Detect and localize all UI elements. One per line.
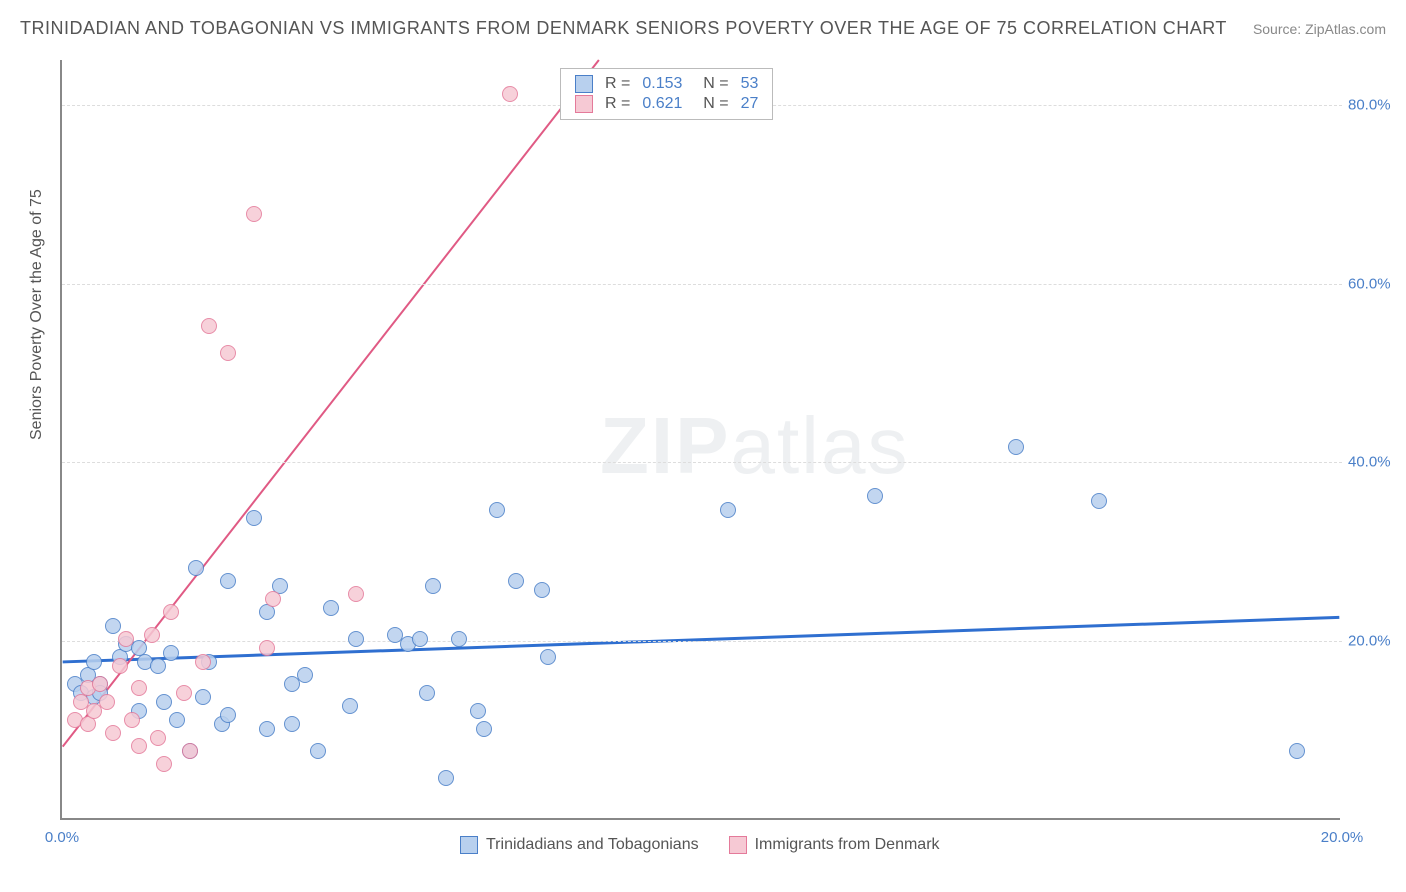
y-tick-label: 60.0% [1348,275,1406,292]
data-point [176,685,192,701]
legend-swatch [729,836,747,854]
data-point [259,640,275,656]
trend-line [63,617,1340,662]
data-point [201,318,217,334]
gridline [62,284,1342,285]
data-point [220,573,236,589]
data-point [867,488,883,504]
data-point [163,604,179,620]
data-point [156,694,172,710]
data-point [105,725,121,741]
data-point [489,502,505,518]
y-tick-label: 80.0% [1348,96,1406,113]
legend-swatch [575,95,593,113]
x-tick-label: 0.0% [45,829,79,846]
data-point [131,680,147,696]
data-point [220,707,236,723]
data-point [348,631,364,647]
chart-title: TRINIDADIAN AND TOBAGONIAN VS IMMIGRANTS… [20,18,1227,39]
stat-n-label: N = [694,75,728,93]
y-tick-label: 40.0% [1348,454,1406,471]
stat-n-label: N = [694,95,728,113]
data-point [182,743,198,759]
chart-area: ZIPatlas 20.0%40.0%60.0%80.0%0.0%20.0% R… [60,60,1340,820]
legend-label: Immigrants from Denmark [755,836,940,854]
trend-lines [62,60,1340,818]
data-point [246,510,262,526]
data-point [195,654,211,670]
y-axis-label: Seniors Poverty Over the Age of 75 [28,189,46,440]
data-point [150,658,166,674]
stat-r-value: 0.621 [642,95,682,113]
legend-swatch [460,836,478,854]
data-point [92,676,108,692]
data-point [1008,439,1024,455]
correlation-stats-box: R = 0.153 N = 53R = 0.621 N = 27 [560,68,773,120]
data-point [540,649,556,665]
data-point [425,578,441,594]
data-point [720,502,736,518]
data-point [105,618,121,634]
data-point [297,667,313,683]
data-point [220,345,236,361]
x-tick-label: 20.0% [1321,829,1364,846]
legend-swatch [575,75,593,93]
data-point [508,573,524,589]
data-point [124,712,140,728]
data-point [188,560,204,576]
gridline [62,462,1342,463]
stat-r-label: R = [605,75,630,93]
data-point [1091,493,1107,509]
stat-n-value: 27 [741,95,759,113]
data-point [534,582,550,598]
data-point [323,600,339,616]
data-point [112,658,128,674]
data-point [342,698,358,714]
data-point [156,756,172,772]
stat-row: R = 0.621 N = 27 [575,95,758,113]
data-point [86,654,102,670]
data-point [163,645,179,661]
gridline [62,641,1342,642]
data-point [438,770,454,786]
data-point [131,738,147,754]
data-point [348,586,364,602]
data-point [476,721,492,737]
data-point [470,703,486,719]
stat-r-label: R = [605,95,630,113]
data-point [502,86,518,102]
data-point [246,206,262,222]
y-tick-label: 20.0% [1348,633,1406,650]
data-point [150,730,166,746]
data-point [169,712,185,728]
data-point [265,591,281,607]
stat-row: R = 0.153 N = 53 [575,75,758,93]
stat-n-value: 53 [741,75,759,93]
data-point [259,721,275,737]
data-point [310,743,326,759]
data-point [284,716,300,732]
legend-item: Trinidadians and Tobagonians [460,836,699,854]
data-point [99,694,115,710]
legend-label: Trinidadians and Tobagonians [486,836,699,854]
legend-item: Immigrants from Denmark [729,836,940,854]
data-point [118,631,134,647]
data-point [144,627,160,643]
stat-r-value: 0.153 [642,75,682,93]
data-point [419,685,435,701]
data-point [195,689,211,705]
plot-region: 20.0%40.0%60.0%80.0%0.0%20.0% [60,60,1340,820]
data-point [1289,743,1305,759]
legend: Trinidadians and Tobagonians Immigrants f… [460,836,940,854]
data-point [412,631,428,647]
data-point [451,631,467,647]
source-attribution: Source: ZipAtlas.com [1253,21,1386,37]
